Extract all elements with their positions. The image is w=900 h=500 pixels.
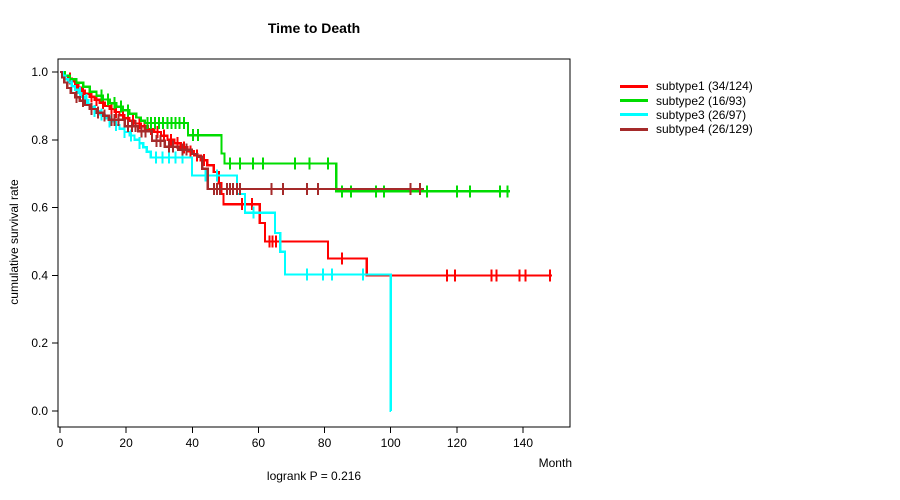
y-tick-label: 0.2 xyxy=(31,336,48,350)
legend-label-subtype4: subtype4 (26/129) xyxy=(656,122,753,137)
legend-label-subtype1: subtype1 (34/124) xyxy=(656,79,753,94)
y-axis-label: cumulative survival rate xyxy=(7,179,21,305)
curve-subtype4 xyxy=(60,70,424,191)
plot-box xyxy=(57,58,571,428)
x-tick-label: 40 xyxy=(186,436,200,450)
y-tick-label: 1.0 xyxy=(31,65,48,79)
legend-line-swatch-subtype4 xyxy=(620,127,648,131)
y-tick-label: 0.0 xyxy=(31,404,48,418)
x-tick-label: 0 xyxy=(57,436,64,450)
x-tick-label: 80 xyxy=(318,436,332,450)
curve-subtype2 xyxy=(60,70,510,193)
legend-label-subtype3: subtype3 (26/97) xyxy=(656,107,747,122)
legend-line-swatch-subtype3 xyxy=(620,113,648,117)
x-tick-label: 100 xyxy=(381,436,401,450)
logrank-p-annotation: logrank P = 0.216 xyxy=(266,469,362,483)
x-tick-label: 120 xyxy=(447,436,467,450)
legend-item-subtype4: subtype4 (26/129) xyxy=(620,122,753,136)
x-tick-label: 20 xyxy=(119,436,133,450)
y-tick-label: 0.6 xyxy=(31,201,48,215)
legend-item-subtype1: subtype1 (34/124) xyxy=(620,79,753,93)
chart-title: Time to Death xyxy=(267,20,361,36)
y-tick-label: 0.8 xyxy=(31,133,48,147)
legend: subtype1 (34/124) subtype2 (16/93) subty… xyxy=(620,79,753,137)
y-tick-label: 0.4 xyxy=(31,268,48,282)
legend-line-swatch-subtype2 xyxy=(620,99,648,103)
legend-item-subtype2: subtype2 (16/93) xyxy=(620,93,753,108)
x-tick-label: 140 xyxy=(513,436,533,450)
x-axis-label: Month xyxy=(538,456,572,470)
x-tick-label: 60 xyxy=(252,436,266,450)
legend-item-subtype3: subtype3 (26/97) xyxy=(620,108,753,122)
legend-line-swatch-subtype1 xyxy=(620,84,648,88)
legend-label-subtype2: subtype2 (16/93) xyxy=(656,93,747,108)
curve-subtype1 xyxy=(60,70,552,277)
